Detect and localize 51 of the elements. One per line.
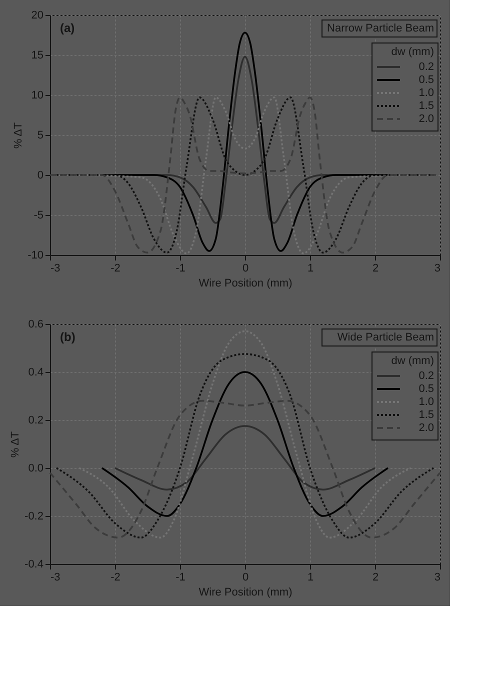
x-tick-label: 1 — [307, 262, 314, 274]
legend-label: 0.2 — [418, 370, 434, 382]
x-tick-label: 0 — [242, 262, 249, 274]
x-tick-label: -1 — [176, 572, 186, 584]
line-series — [114, 425, 376, 490]
legend-label: 0.5 — [418, 74, 434, 86]
legend-label: 2.0 — [418, 113, 434, 125]
legend-label: 1.0 — [418, 396, 434, 408]
legend-label: 1.5 — [418, 100, 434, 112]
line-series — [56, 353, 434, 538]
y-axis-title: % ΔT — [12, 122, 25, 149]
x-tick-label: -3 — [50, 262, 60, 274]
x-tick-label: -3 — [50, 572, 60, 584]
x-tick-label: 3 — [434, 262, 440, 274]
y-tick-label: -0.4 — [24, 558, 44, 570]
legend-label: 1.0 — [418, 87, 434, 99]
annotation: Wide Particle Beam — [337, 332, 434, 344]
y-tick-label: 0.4 — [28, 366, 44, 378]
y-tick-label: 20 — [31, 10, 44, 22]
line-series — [101, 32, 389, 252]
x-tick-label: 1 — [307, 572, 314, 584]
y-tick-label: -5 — [34, 210, 44, 222]
line-series — [101, 371, 389, 517]
x-tick-label: 2 — [372, 262, 379, 274]
y-tick-label: 0.2 — [28, 414, 44, 426]
legend-label: 0.2 — [418, 61, 434, 73]
x-tick-label: -1 — [176, 262, 186, 274]
x-tick-label: -2 — [110, 572, 120, 584]
y-tick-label: 0.0 — [28, 462, 44, 474]
x-tick-label: 2 — [372, 572, 379, 584]
x-axis-title: Wire Position (mm) — [198, 586, 292, 598]
x-tick-label: -2 — [110, 262, 120, 274]
legend-label: 0.5 — [418, 383, 434, 395]
x-tick-label: 3 — [434, 572, 440, 584]
y-tick-label: 5 — [37, 130, 44, 142]
x-axis-title: Wire Position (mm) — [198, 278, 292, 290]
y-tick-label: 15 — [31, 50, 44, 62]
legend-label: 2.0 — [418, 422, 434, 434]
legend-label: 1.5 — [418, 409, 434, 421]
annotation: (a) — [60, 21, 75, 35]
y-tick-label: -0.2 — [24, 510, 44, 522]
y-tick-label: 0 — [37, 170, 44, 182]
annotation: (b) — [60, 330, 76, 344]
legend-title: dw (mm) — [391, 46, 434, 58]
legend-title: dw (mm) — [391, 355, 434, 367]
y-tick-label: -10 — [28, 250, 44, 262]
annotation: Narrow Particle Beam — [327, 22, 434, 34]
y-tick-label: 0.6 — [28, 318, 44, 330]
y-axis-title: % ΔT — [10, 431, 22, 458]
x-tick-label: 0 — [242, 572, 249, 584]
y-tick-label: 10 — [31, 90, 44, 102]
